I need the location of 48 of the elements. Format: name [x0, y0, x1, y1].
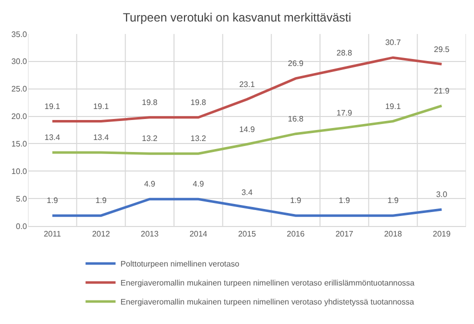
data-label: 19.1: [93, 102, 110, 111]
data-label: 17.9: [336, 108, 353, 118]
data-label: 13.2: [190, 134, 207, 144]
legend-label: Energiaveromallin mukainen turpeen nimellinen verotaso yhdistetyssä tuotannossa: [120, 298, 415, 307]
data-label: 19.8: [190, 98, 207, 107]
data-label: 28.8: [336, 48, 353, 58]
data-label: 30.7: [385, 38, 402, 48]
data-label: 16.8: [288, 114, 304, 124]
x-tick-label: 2015: [238, 230, 256, 239]
y-tick-label: 35.0: [11, 30, 28, 39]
y-tick-label: 0.0: [16, 222, 28, 231]
legend-label: Energiaveromallin mukainen turpeen nimellinen verotaso erillislämmöntuotannossa: [120, 278, 416, 288]
x-tick-label: 2013: [140, 230, 160, 239]
data-label: 1.9: [290, 196, 302, 206]
data-label: 1.9: [95, 196, 108, 206]
x-tick-label: 2011: [44, 230, 62, 239]
data-label: 19.8: [142, 98, 158, 107]
data-label: 29.5: [434, 44, 450, 54]
data-label: 1.9: [46, 196, 58, 206]
y-tick-label: 20.0: [11, 112, 28, 122]
legend-label: Polttoturpeen nimellinen verotaso: [120, 260, 240, 269]
x-tick-label: 2018: [384, 230, 402, 239]
y-tick-label: 25.0: [11, 84, 28, 94]
data-label: 13.2: [142, 134, 158, 144]
data-label: 3.0: [436, 190, 448, 200]
y-tick-label: 15.0: [11, 140, 28, 149]
data-label: 1.9: [338, 196, 350, 206]
x-tick-label: 2017: [335, 230, 354, 239]
data-label: 13.4: [93, 133, 110, 142]
data-label: 1.9: [387, 196, 400, 206]
data-label: 3.4: [241, 188, 254, 197]
chart-title: Turpeen verotuki on kasvanut merkittävästi: [122, 10, 352, 24]
y-tick-label: 5.0: [16, 194, 28, 204]
data-label: 23.1: [239, 80, 256, 89]
data-label: 21.9: [434, 86, 450, 96]
x-tick-label: 2019: [432, 230, 452, 239]
data-label: 4.9: [144, 180, 156, 189]
y-tick-label: 30.0: [11, 57, 28, 66]
data-label: 26.9: [288, 59, 304, 68]
y-tick-label: 10.0: [11, 166, 28, 176]
data-label: 13.4: [44, 133, 61, 142]
data-label: 14.9: [239, 124, 256, 134]
data-label: 19.1: [385, 102, 402, 111]
x-tick-label: 2014: [189, 230, 208, 239]
data-label: 4.9: [192, 180, 204, 189]
x-tick-label: 2012: [92, 230, 110, 239]
x-tick-label: 2016: [286, 230, 306, 239]
data-label: 19.1: [44, 102, 61, 111]
